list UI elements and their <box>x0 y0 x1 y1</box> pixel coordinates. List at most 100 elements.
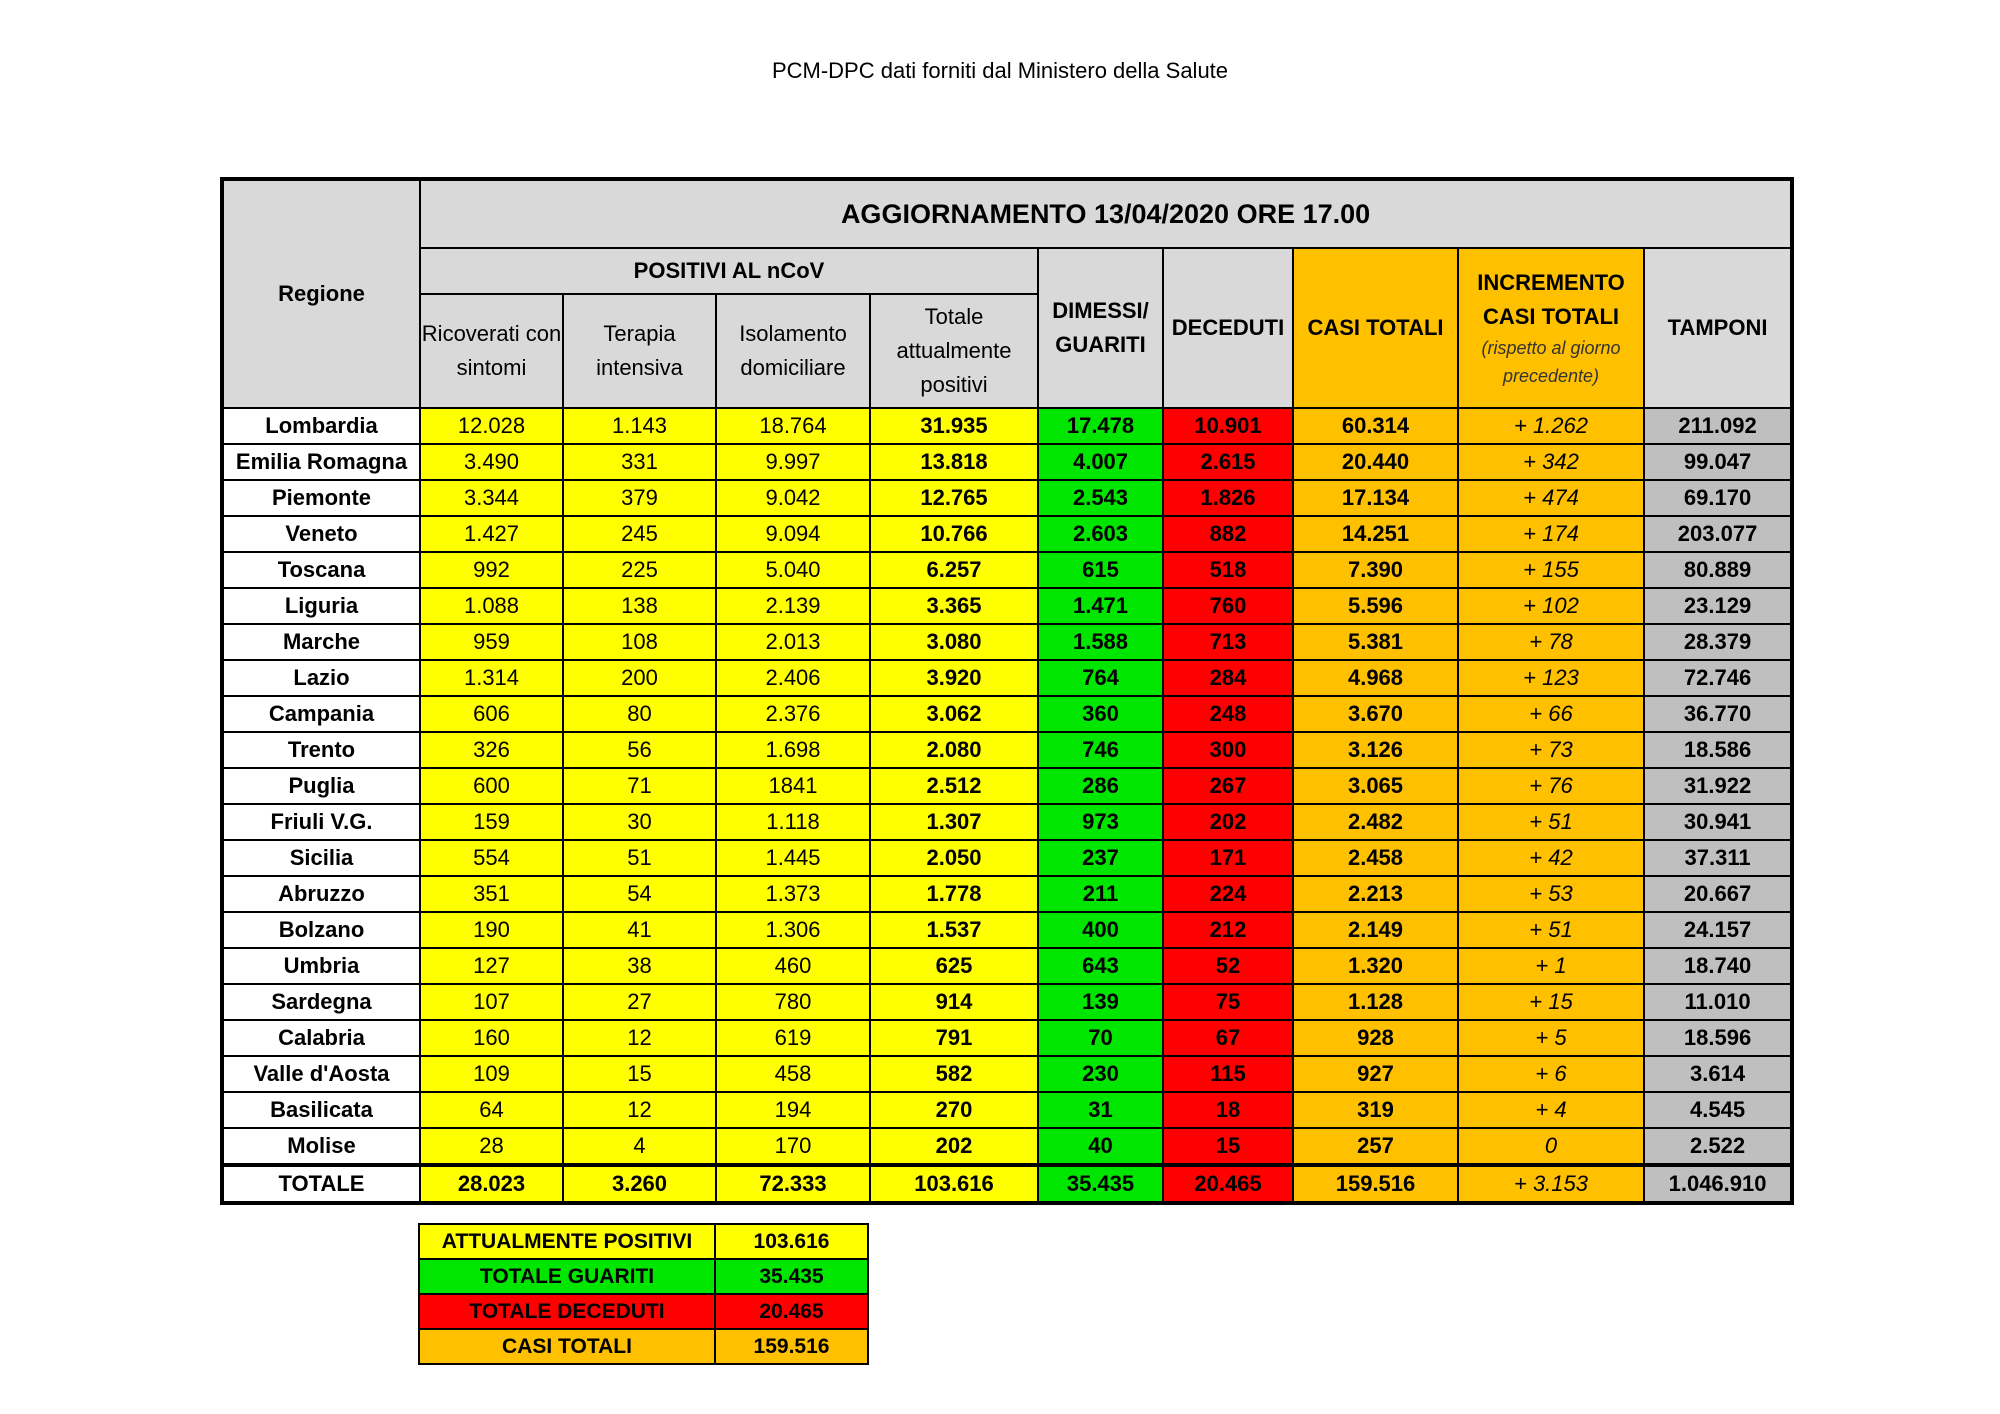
table-row: Calabria 160 12 619 791 70 67 928 + 5 18.596 <box>221 1019 1794 1057</box>
cell-casi-totali: 1.320 <box>1292 947 1459 985</box>
summary-row: TOTALE DECEDUTI 20.465 <box>418 1293 869 1330</box>
cell-totale-positivi: 13.818 <box>869 443 1039 481</box>
cell-incremento: + 123 <box>1457 659 1645 697</box>
cell-totale-positivi: 10.766 <box>869 515 1039 553</box>
cell-incremento: + 342 <box>1457 443 1645 481</box>
document-title: PCM-DPC dati forniti dal Ministero della… <box>771 58 1229 83</box>
cell-casi-totali: 14.251 <box>1292 515 1459 553</box>
cell-ricoverati: 351 <box>419 875 564 913</box>
cell-totale-positivi: 2.512 <box>869 767 1039 805</box>
table-row: Abruzzo 351 54 1.373 1.778 211 224 2.213 + 53 20.… <box>221 875 1794 913</box>
cell-ricoverati: 28.023 <box>419 1163 564 1204</box>
cell-terapia: 200 <box>562 659 717 697</box>
header-positivi: POSITIVI AL nCoV <box>419 247 1039 295</box>
table-row: Sicilia 554 51 1.445 2.050 237 171 2.458 + 42 37.… <box>221 839 1794 877</box>
cell-isolamento: 1.118 <box>715 803 871 841</box>
cell-regione: Trento <box>221 731 421 769</box>
cell-totale-positivi: 103.616 <box>869 1163 1039 1204</box>
cell-totale-positivi: 2.080 <box>869 731 1039 769</box>
summary-row: TOTALE GUARITI 35.435 <box>418 1258 869 1295</box>
cell-regione: Lazio <box>221 659 421 697</box>
table-row: Liguria 1.088 138 2.139 3.365 1.471 760 5.596 + … <box>221 587 1794 625</box>
header-aggiornamento: AGGIORNAMENTO 13/04/2020 ORE 17.00 <box>418 178 1794 249</box>
cell-tamponi: 203.077 <box>1642 515 1794 553</box>
cell-totale-positivi: 625 <box>869 947 1039 985</box>
cell-casi-totali: 1.128 <box>1292 983 1459 1021</box>
cell-deceduti: 267 <box>1162 767 1294 805</box>
cell-incremento: + 73 <box>1457 731 1645 769</box>
cell-terapia: 4 <box>562 1127 717 1166</box>
cell-ricoverati: 1.088 <box>419 587 564 625</box>
cell-deceduti: 67 <box>1162 1019 1294 1057</box>
cell-incremento: + 3.153 <box>1457 1163 1645 1204</box>
cell-ricoverati: 107 <box>419 983 564 1021</box>
cell-ricoverati: 160 <box>419 1019 564 1057</box>
cell-isolamento: 780 <box>715 983 871 1021</box>
cell-tamponi: 18.586 <box>1642 731 1794 769</box>
summary-label: TOTALE DECEDUTI <box>418 1293 716 1330</box>
cell-incremento: + 474 <box>1457 479 1645 517</box>
cell-isolamento: 9.997 <box>715 443 871 481</box>
cell-terapia: 41 <box>562 911 717 949</box>
cell-ricoverati: 959 <box>419 623 564 661</box>
cell-deceduti: 75 <box>1162 983 1294 1021</box>
cell-totale-positivi: 3.920 <box>869 659 1039 697</box>
cell-dimessi-guariti: 286 <box>1037 767 1164 805</box>
cell-terapia: 379 <box>562 479 717 517</box>
cell-deceduti: 224 <box>1162 875 1294 913</box>
header-incremento: INCREMENTO CASI TOTALI (rispetto al gior… <box>1457 247 1645 409</box>
cell-regione: Molise <box>221 1127 421 1166</box>
cell-casi-totali: 319 <box>1292 1091 1459 1129</box>
cell-incremento: + 53 <box>1457 875 1645 913</box>
cell-deceduti: 300 <box>1162 731 1294 769</box>
cell-isolamento: 2.376 <box>715 695 871 733</box>
cell-terapia: 71 <box>562 767 717 805</box>
cell-isolamento: 9.094 <box>715 515 871 553</box>
cell-regione: Marche <box>221 623 421 661</box>
cell-isolamento: 1.373 <box>715 875 871 913</box>
cell-tamponi: 30.941 <box>1642 803 1794 841</box>
header-deceduti: DECEDUTI <box>1162 247 1294 409</box>
cell-ricoverati: 12.028 <box>419 407 564 445</box>
cell-ricoverati: 992 <box>419 551 564 589</box>
cell-casi-totali: 159.516 <box>1292 1163 1459 1204</box>
cell-tamponi: 211.092 <box>1642 407 1794 445</box>
cell-ricoverati: 600 <box>419 767 564 805</box>
cell-deceduti: 518 <box>1162 551 1294 589</box>
cell-incremento: + 51 <box>1457 911 1645 949</box>
cell-tamponi: 20.667 <box>1642 875 1794 913</box>
header-totale-positivi: Totale attualmente positivi <box>869 293 1039 409</box>
cell-terapia: 54 <box>562 875 717 913</box>
cell-terapia: 56 <box>562 731 717 769</box>
cell-casi-totali: 20.440 <box>1292 443 1459 481</box>
cell-tamponi: 72.746 <box>1642 659 1794 697</box>
cell-totale-positivi: 3.080 <box>869 623 1039 661</box>
cell-ricoverati: 606 <box>419 695 564 733</box>
cell-totale-positivi: 3.365 <box>869 587 1039 625</box>
cell-regione: Piemonte <box>221 479 421 517</box>
cell-tamponi: 2.522 <box>1642 1127 1794 1166</box>
cell-totale-positivi: 1.778 <box>869 875 1039 913</box>
table-row: Piemonte 3.344 379 9.042 12.765 2.543 1.826 17.… <box>221 479 1794 517</box>
cell-deceduti: 20.465 <box>1162 1163 1294 1204</box>
cell-regione: TOTALE <box>221 1163 421 1204</box>
cell-terapia: 80 <box>562 695 717 733</box>
cell-casi-totali: 927 <box>1292 1055 1459 1093</box>
regional-data-table: Regione AGGIORNAMENTO 13/04/2020 ORE 17.… <box>220 177 1795 1205</box>
cell-incremento: + 102 <box>1457 587 1645 625</box>
cell-dimessi-guariti: 746 <box>1037 731 1164 769</box>
cell-isolamento: 1841 <box>715 767 871 805</box>
cell-regione: Veneto <box>221 515 421 553</box>
cell-ricoverati: 326 <box>419 731 564 769</box>
summary-row: CASI TOTALI 159.516 <box>418 1328 869 1365</box>
cell-deceduti: 212 <box>1162 911 1294 949</box>
cell-isolamento: 18.764 <box>715 407 871 445</box>
table-row: Valle d'Aosta 109 15 458 582 230 115 927 + 6 3.61… <box>221 1055 1794 1093</box>
cell-ricoverati: 109 <box>419 1055 564 1093</box>
cell-terapia: 3.260 <box>562 1163 717 1204</box>
cell-regione: Campania <box>221 695 421 733</box>
cell-ricoverati: 1.314 <box>419 659 564 697</box>
cell-deceduti: 284 <box>1162 659 1294 697</box>
cell-totale-positivi: 270 <box>869 1091 1039 1129</box>
header-isolamento: Isolamento domiciliare <box>715 293 871 409</box>
